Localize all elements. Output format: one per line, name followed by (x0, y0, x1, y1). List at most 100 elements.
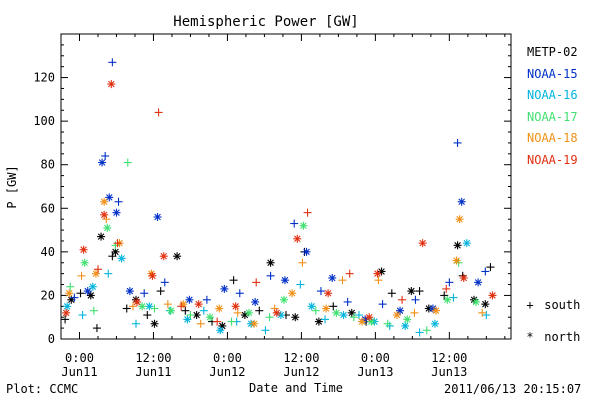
north-asterisk-point (443, 295, 452, 304)
north-asterisk-point (100, 197, 109, 206)
south-plus-point (266, 271, 275, 280)
south-plus-point (482, 311, 491, 320)
north-asterisk-point (62, 308, 71, 317)
north-asterisk-point (396, 306, 405, 315)
north-asterisk-point (105, 193, 114, 202)
north-asterisk-point (103, 223, 112, 232)
symbol-legend-marker: * (526, 330, 534, 344)
north-asterisk-point (322, 304, 331, 313)
south-plus-point (296, 280, 305, 289)
north-asterisk-point (97, 232, 106, 241)
north-asterisk-point (251, 297, 260, 306)
south-plus-point (233, 308, 242, 317)
south-plus-point (93, 265, 102, 274)
south-plus-point (181, 306, 190, 315)
south-plus-point (122, 304, 131, 313)
x-tick-time-label: 0:00 (213, 351, 242, 365)
south-plus-point (290, 219, 299, 228)
south-plus-point (385, 321, 394, 330)
south-plus-point (213, 317, 222, 326)
y-tick-label: 0 (48, 332, 55, 346)
north-asterisk-point (185, 295, 194, 304)
chart-title: Hemispheric Power [GW] (173, 14, 358, 30)
north-asterisk-point (418, 239, 427, 248)
south-plus-point (108, 252, 117, 261)
south-plus-point (123, 158, 132, 167)
series-legend: METP-02 NOAA-15 NOAA-16 NOAA-17 NOAA-18 NOAA-… (527, 42, 597, 172)
south-plus-point (143, 311, 152, 320)
south-plus-point (316, 287, 325, 296)
symbol-legend-marker: + (526, 298, 534, 312)
north-asterisk-point (392, 311, 401, 320)
south-plus-point (229, 276, 238, 285)
x-tick-date-label: Jun13 (431, 365, 467, 379)
south-plus-point (422, 326, 431, 335)
south-plus-point (387, 289, 396, 298)
south-plus-point (114, 197, 123, 206)
symbol-legend-label: north (537, 330, 581, 344)
north-asterisk-point (205, 313, 214, 322)
x-tick-time-label: 0:00 (361, 351, 390, 365)
south-plus-point (113, 239, 122, 248)
north-asterisk-point (299, 221, 308, 230)
south-plus-point (329, 302, 338, 311)
south-plus-point (89, 306, 98, 315)
north-asterisk-point (365, 313, 374, 322)
north-asterisk-point (173, 252, 182, 261)
south-plus-point (92, 324, 101, 333)
north-asterisk-point (272, 308, 281, 317)
north-asterisk-point (245, 308, 254, 317)
south-plus-point (445, 278, 454, 287)
north-asterisk-point (220, 284, 229, 293)
north-asterisk-point (293, 234, 302, 243)
x-tick-date-label: Jun12 (283, 365, 319, 379)
series-metp-02 (61, 232, 495, 333)
north-asterisk-point (88, 282, 97, 291)
y-tick-label: 120 (33, 71, 55, 85)
north-asterisk-point (80, 258, 89, 267)
y-axis-label: P [GW] (5, 165, 19, 208)
x-tick-date-label: Jun11 (61, 365, 97, 379)
south-plus-point (478, 308, 487, 317)
north-asterisk-point (302, 247, 311, 256)
north-asterisk-point (481, 300, 490, 309)
x-tick-date-label: Jun12 (209, 365, 245, 379)
south-plus-point (177, 302, 186, 311)
south-plus-point (349, 313, 358, 322)
south-plus-point (252, 278, 261, 287)
north-asterisk-point (166, 306, 175, 315)
north-asterisk-point (432, 306, 440, 315)
legend-item-noaa-19: NOAA-19 (527, 152, 578, 167)
y-tick-label: 80 (41, 158, 55, 172)
south-plus-point (481, 267, 490, 276)
north-asterisk-point (280, 276, 289, 285)
south-plus-point (140, 289, 149, 298)
north-asterisk-point (250, 319, 259, 328)
plot-timestamp: 2011/06/13 20:15:07 (444, 382, 582, 396)
south-plus-point (255, 306, 264, 315)
x-axis-label: Date and Time (249, 381, 343, 395)
legend-item-noaa-15: NOAA-15 (527, 66, 578, 81)
north-asterisk-point (472, 297, 481, 306)
south-plus-point (77, 271, 86, 280)
y-axis: 0 20 40 60 80 100 120 (33, 44, 511, 346)
south-plus-point (398, 295, 407, 304)
north-asterisk-point (125, 287, 134, 296)
north-asterisk-point (457, 197, 466, 206)
north-asterisk-point (288, 289, 297, 298)
north-asterisk-point (430, 319, 439, 328)
south-plus-point (101, 152, 110, 160)
south-plus-point (108, 58, 117, 67)
north-asterisk-point (86, 291, 95, 300)
north-asterisk-point (328, 274, 337, 282)
north-asterisk-point (266, 258, 275, 267)
y-tick-label: 40 (41, 245, 55, 259)
north-asterisk-point (347, 308, 356, 317)
north-asterisk-point (488, 291, 497, 300)
north-asterisk-point (192, 311, 201, 320)
south-plus-point (78, 311, 87, 320)
north-asterisk-point (145, 302, 154, 311)
north-asterisk-point (91, 269, 100, 278)
series-noaa-17 (66, 158, 481, 335)
